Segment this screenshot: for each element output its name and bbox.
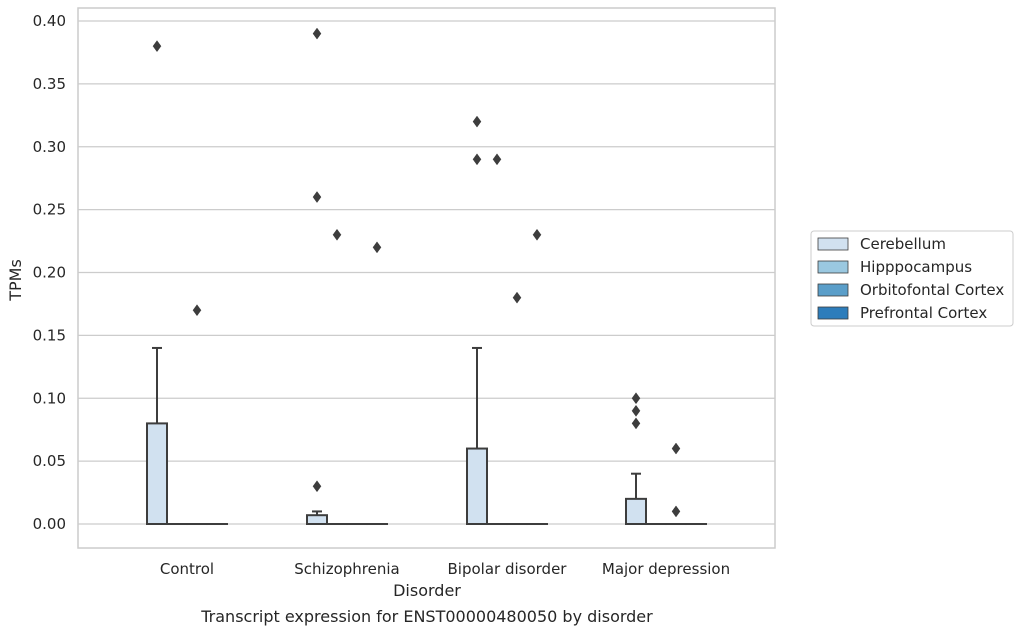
outlier-point xyxy=(492,153,502,166)
outlier-point xyxy=(372,241,382,254)
legend-item: Prefrontal Cortex xyxy=(817,304,987,322)
x-tick-label: Schizophrenia xyxy=(294,560,399,578)
y-tick-label: 0.05 xyxy=(33,452,66,470)
outlier-point xyxy=(312,191,322,203)
outliers xyxy=(152,27,681,518)
y-tick-label: 0.20 xyxy=(33,264,66,282)
legend-item: Cerebellum xyxy=(817,235,946,253)
grid-lines xyxy=(78,20,775,525)
box-body xyxy=(625,497,647,526)
boxes xyxy=(146,346,707,526)
plot-frame xyxy=(77,7,776,549)
chart-caption: Transcript expression for ENST0000048005… xyxy=(200,607,653,626)
outlier-point xyxy=(532,228,542,241)
outlier-point xyxy=(152,40,162,53)
legend-label: Hipppocampus xyxy=(860,258,972,276)
legend-label: Cerebellum xyxy=(860,235,946,253)
outlier-point xyxy=(671,442,681,455)
y-axis-title: TPMs xyxy=(6,259,25,302)
outlier-point xyxy=(192,304,202,317)
y-tick-label: 0.25 xyxy=(33,201,66,219)
y-tick-label: 0.10 xyxy=(33,389,66,407)
box-body xyxy=(146,422,168,525)
outlier-point xyxy=(312,480,322,493)
outlier-point xyxy=(631,392,641,405)
legend-item: Hipppocampus xyxy=(817,258,972,276)
outlier-point xyxy=(312,27,322,40)
outlier-point xyxy=(512,291,522,304)
x-axis-title: Disorder xyxy=(393,581,461,600)
outlier-point xyxy=(472,153,482,166)
x-tick-label: Major depression xyxy=(602,560,730,578)
x-tick-label: Control xyxy=(160,560,214,578)
box-3-0 xyxy=(625,472,647,526)
legend-label: Orbitofontal Cortex xyxy=(860,281,1004,299)
y-tick-labels: 0.00 0.05 0.10 0.15 0.20 0.25 0.30 0.35 0.40 xyxy=(33,12,66,533)
x-tick-labels: Control Schizophrenia Bipolar disorder Majo… xyxy=(160,560,730,578)
box-1-0 xyxy=(306,510,328,526)
y-tick-label: 0.40 xyxy=(33,12,66,30)
outlier-point xyxy=(631,404,641,417)
y-tick-label: 0.00 xyxy=(33,515,66,533)
box-0-0 xyxy=(146,346,168,525)
x-tick-label: Bipolar disorder xyxy=(448,560,568,578)
legend: Cerebellum Hipppocampus Orbitofontal Corte… xyxy=(810,230,1014,327)
box-2-0 xyxy=(466,346,488,525)
legend-swatch xyxy=(817,260,849,274)
box-body xyxy=(306,514,328,526)
y-tick-label: 0.15 xyxy=(33,326,66,344)
y-tick-label: 0.30 xyxy=(33,138,66,156)
outlier-point xyxy=(472,115,482,128)
outlier-point xyxy=(332,228,342,241)
legend-swatch xyxy=(817,283,849,297)
outlier-point xyxy=(671,505,681,518)
legend-frame xyxy=(810,230,1014,327)
y-tick-label: 0.35 xyxy=(33,75,66,93)
legend-item: Orbitofontal Cortex xyxy=(817,281,1004,299)
outlier-point xyxy=(631,417,641,430)
legend-label: Prefrontal Cortex xyxy=(860,304,987,322)
legend-swatch xyxy=(817,237,849,251)
box-body xyxy=(466,447,488,525)
legend-swatch xyxy=(817,306,849,320)
